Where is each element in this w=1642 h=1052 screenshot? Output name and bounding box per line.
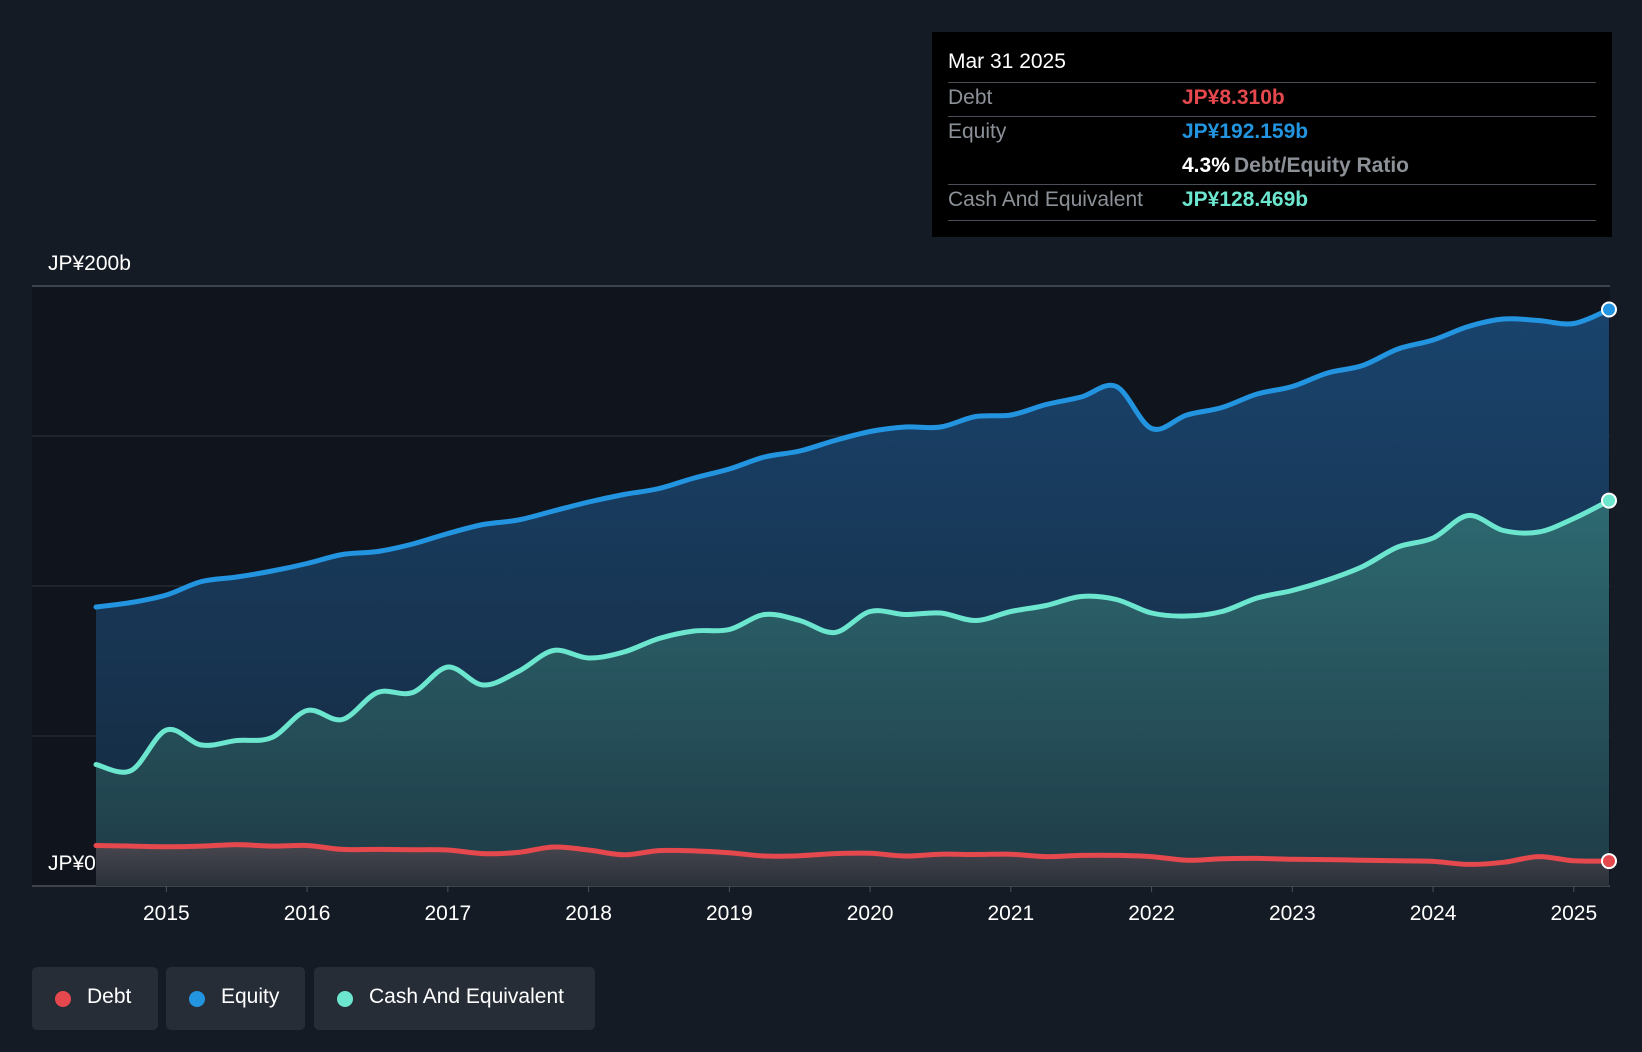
legend-cash-label: Cash And Equivalent	[369, 985, 564, 1008]
x-tick-label: 2024	[1410, 902, 1457, 925]
tooltip-panel: Mar 31 2025 Debt JP¥8.310b Equity JP¥192…	[932, 32, 1612, 237]
debt-end-marker[interactable]	[1601, 853, 1617, 870]
equity-line	[93, 307, 1612, 610]
y-axis-label-bottom: JP¥0	[48, 852, 96, 875]
tooltip-ratio-label: Debt/Equity Ratio	[1234, 154, 1410, 177]
tooltip-divider	[948, 82, 1596, 83]
x-tick-label: 2019	[706, 902, 753, 925]
x-tick-label: 2021	[987, 902, 1034, 925]
equity-dot-icon	[189, 991, 205, 1007]
legend-item-debt[interactable]: Debt	[32, 967, 158, 1030]
tooltip-date: Mar 31 2025	[948, 50, 1066, 73]
tooltip-equity-label: Equity	[948, 120, 1007, 143]
legend-item-cash[interactable]: Cash And Equivalent	[314, 967, 595, 1030]
tooltip-debt-value: JP¥8.310b	[1182, 86, 1285, 109]
tooltip-cash-value: JP¥128.469b	[1182, 188, 1309, 211]
debt-line	[93, 842, 1612, 867]
x-tick-label: 2025	[1550, 902, 1597, 925]
cash-line	[93, 498, 1612, 775]
tooltip-ratio-value: 4.3%	[1182, 154, 1230, 177]
x-tick-label: 2015	[143, 902, 190, 925]
x-tick-label: 2018	[565, 902, 612, 925]
x-tick-label: 2023	[1269, 902, 1316, 925]
series-areas	[96, 309, 1609, 886]
tooltip-divider	[948, 184, 1596, 185]
x-tick-label: 2017	[425, 902, 472, 925]
cash-dot-icon	[337, 991, 353, 1007]
tooltip-equity-value: JP¥192.159b	[1182, 120, 1309, 143]
tooltip-divider	[948, 116, 1596, 117]
cash-end-marker[interactable]	[1601, 492, 1617, 509]
end-markers	[1601, 301, 1617, 870]
legend-item-equity[interactable]: Equity	[166, 967, 305, 1030]
x-tick-label: 2020	[847, 902, 894, 925]
y-axis-label-top: JP¥200b	[48, 252, 131, 275]
legend-equity-label: Equity	[221, 985, 280, 1008]
debt-dot-icon	[55, 991, 71, 1007]
series-lines	[93, 307, 1612, 867]
cash-area	[96, 500, 1609, 886]
x-tick-label: 2022	[1128, 902, 1175, 925]
x-axis-ticks: 2015 2016 2017 2018 2019 2020 2021 2022 2023 2024…	[143, 886, 1597, 925]
tooltip-divider	[948, 220, 1596, 221]
tooltip-debt-label: Debt	[948, 86, 993, 109]
tooltip-cash-label: Cash And Equivalent	[948, 188, 1143, 211]
x-tick-label: 2016	[284, 902, 331, 925]
equity-end-marker[interactable]	[1601, 301, 1617, 318]
legend-debt-label: Debt	[87, 985, 132, 1008]
